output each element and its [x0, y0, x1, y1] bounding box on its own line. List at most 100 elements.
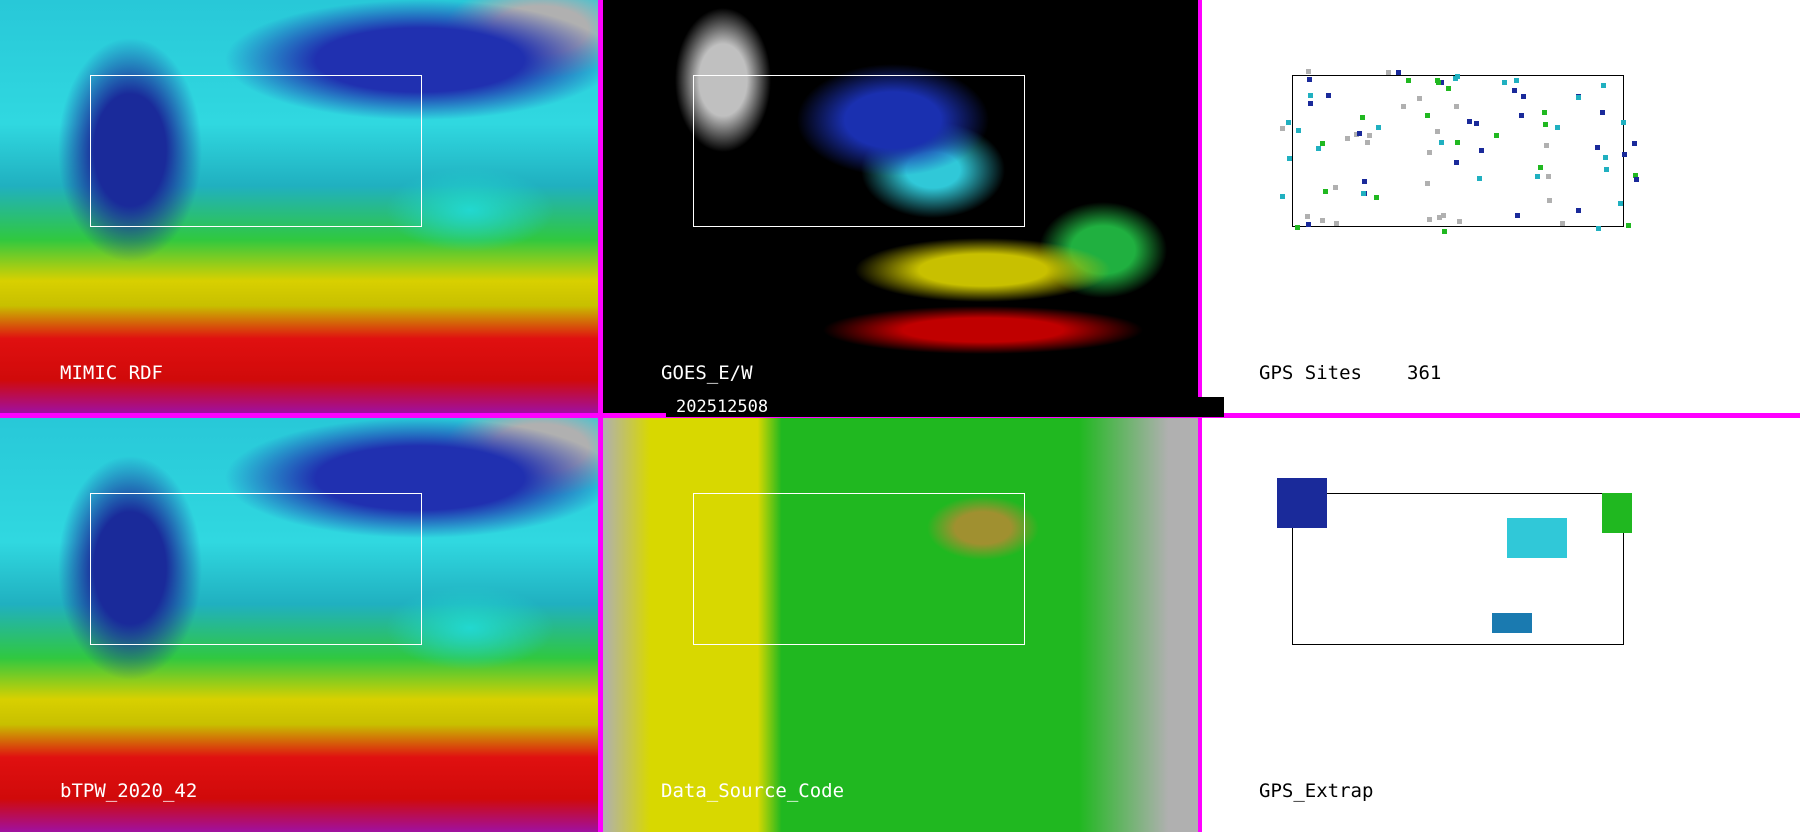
gps-site-marker — [1332, 185, 1338, 191]
gps-site-marker — [1537, 165, 1543, 170]
gps-site-marker — [1546, 173, 1552, 179]
extrap-region — [1277, 478, 1327, 528]
gps-site-marker — [1513, 78, 1519, 84]
gps-site-marker — [1633, 172, 1639, 178]
panel-label: bTPW_2020_42 — [60, 780, 198, 802]
gps-site-marker — [1386, 70, 1392, 75]
gps-site-marker — [1478, 147, 1484, 153]
panel-label: GOES_E/W — [661, 362, 753, 384]
gps-site-marker — [1295, 127, 1301, 133]
gps-site-marker — [1625, 222, 1631, 228]
gps-site-marker — [1501, 79, 1507, 85]
gps-site-marker — [1326, 92, 1332, 98]
panel-goes-ew: GOES_E/W — [603, 0, 1198, 413]
panel-label: GPS Sites — [1259, 362, 1362, 384]
panel-data-source-code: Data_Source_Code — [603, 418, 1198, 832]
gps-site-marker — [1599, 109, 1605, 115]
gps-site-marker — [1595, 145, 1601, 151]
gps-site-marker — [1535, 173, 1541, 179]
gps-site-marker — [1439, 80, 1445, 86]
gps-site-marker — [1374, 195, 1380, 201]
gps-site-marker — [1442, 229, 1448, 235]
gps-site-marker — [1631, 140, 1637, 146]
gps-site-marker — [1435, 77, 1441, 83]
gps-site-marker — [1543, 142, 1549, 148]
gps-site-marker — [1354, 131, 1360, 137]
gps-site-marker — [1417, 96, 1423, 102]
gps-site-marker — [1359, 115, 1365, 121]
us-state-outline — [1292, 493, 1624, 645]
panel-gps-extrap: GPS_Extrap — [1202, 418, 1800, 832]
gps-site-marker — [1345, 136, 1351, 142]
gps-site-marker — [1425, 180, 1431, 186]
gps-site-marker — [1307, 92, 1313, 98]
gps-site-marker — [1360, 190, 1366, 196]
gps-site-marker — [1476, 175, 1482, 181]
gps-site-marker — [1364, 140, 1370, 146]
panel-mimic-rdf: MIMIC RDF — [0, 0, 598, 413]
gps-site-marker — [1576, 208, 1582, 214]
panel-label: MIMIC RDF — [60, 362, 163, 384]
gps-site-marker — [1424, 113, 1430, 119]
gps-site-marker — [1427, 217, 1433, 222]
gps-site-marker — [1279, 126, 1285, 132]
gps-site-marker — [1452, 75, 1458, 81]
gps-site-marker — [1494, 133, 1500, 139]
gps-site-marker — [1439, 139, 1445, 145]
gps-site-marker — [1320, 217, 1326, 223]
gps-site-marker — [1435, 129, 1441, 135]
gps-site-marker — [1367, 133, 1373, 139]
gps-site-marker — [1357, 131, 1363, 137]
gps-site-marker — [1622, 152, 1628, 158]
gps-site-marker — [1514, 212, 1520, 218]
gps-site-marker — [1306, 68, 1312, 74]
panel-gps-sites: GPS Sites 361 — [1202, 0, 1800, 413]
gps-site-marker — [1560, 220, 1566, 226]
gps-site-marker — [1542, 110, 1548, 116]
gps-site-marker — [1436, 215, 1442, 220]
us-state-outline — [693, 75, 1025, 227]
gps-site-marker — [1633, 177, 1639, 182]
us-state-outline — [90, 493, 422, 645]
gps-site-marker — [1334, 221, 1340, 227]
gps-site-marker — [1518, 112, 1524, 118]
gps-site-marker — [1320, 140, 1326, 146]
gps-site-marker — [1401, 104, 1407, 110]
gps-site-marker — [1601, 82, 1607, 88]
gps-site-marker — [1441, 213, 1447, 219]
gps-site-marker — [1322, 188, 1328, 194]
gps-site-marker — [1445, 86, 1451, 92]
gps-site-marker — [1520, 93, 1526, 99]
us-state-outline — [1292, 75, 1624, 227]
timestamp-bar: 202512508 — [666, 397, 1224, 417]
gps-site-marker — [1473, 121, 1479, 127]
gps-site-marker — [1542, 122, 1548, 128]
gps-site-marker — [1555, 124, 1561, 130]
panel-label: Data_Source_Code — [661, 780, 845, 802]
gps-site-marker — [1295, 224, 1301, 230]
gps-site-marker — [1512, 88, 1518, 94]
gps-site-marker — [1575, 95, 1581, 101]
gps-site-marker — [1316, 146, 1322, 152]
gps-site-marker — [1426, 149, 1432, 155]
gps-site-marker — [1620, 120, 1626, 126]
gps-site-marker — [1305, 214, 1311, 220]
gps-site-marker — [1406, 78, 1412, 84]
panel-btpw: bTPW_2020_42 — [0, 418, 598, 832]
gps-site-marker — [1454, 104, 1460, 110]
extrap-region — [1492, 613, 1532, 633]
site-count: 361 — [1407, 362, 1442, 384]
gps-site-marker — [1376, 124, 1382, 130]
gps-site-marker — [1596, 226, 1602, 232]
gps-site-marker — [1466, 118, 1472, 124]
extrap-region — [1507, 518, 1567, 558]
gps-site-marker — [1396, 69, 1401, 75]
gps-site-marker — [1547, 198, 1553, 203]
gps-site-marker — [1285, 120, 1291, 126]
gps-site-marker — [1456, 219, 1462, 225]
gps-site-marker — [1306, 76, 1312, 82]
us-state-outline — [693, 493, 1025, 645]
panel-label: GPS_Extrap — [1259, 780, 1374, 802]
gps-site-marker — [1617, 201, 1623, 207]
gps-site-marker — [1280, 193, 1286, 199]
